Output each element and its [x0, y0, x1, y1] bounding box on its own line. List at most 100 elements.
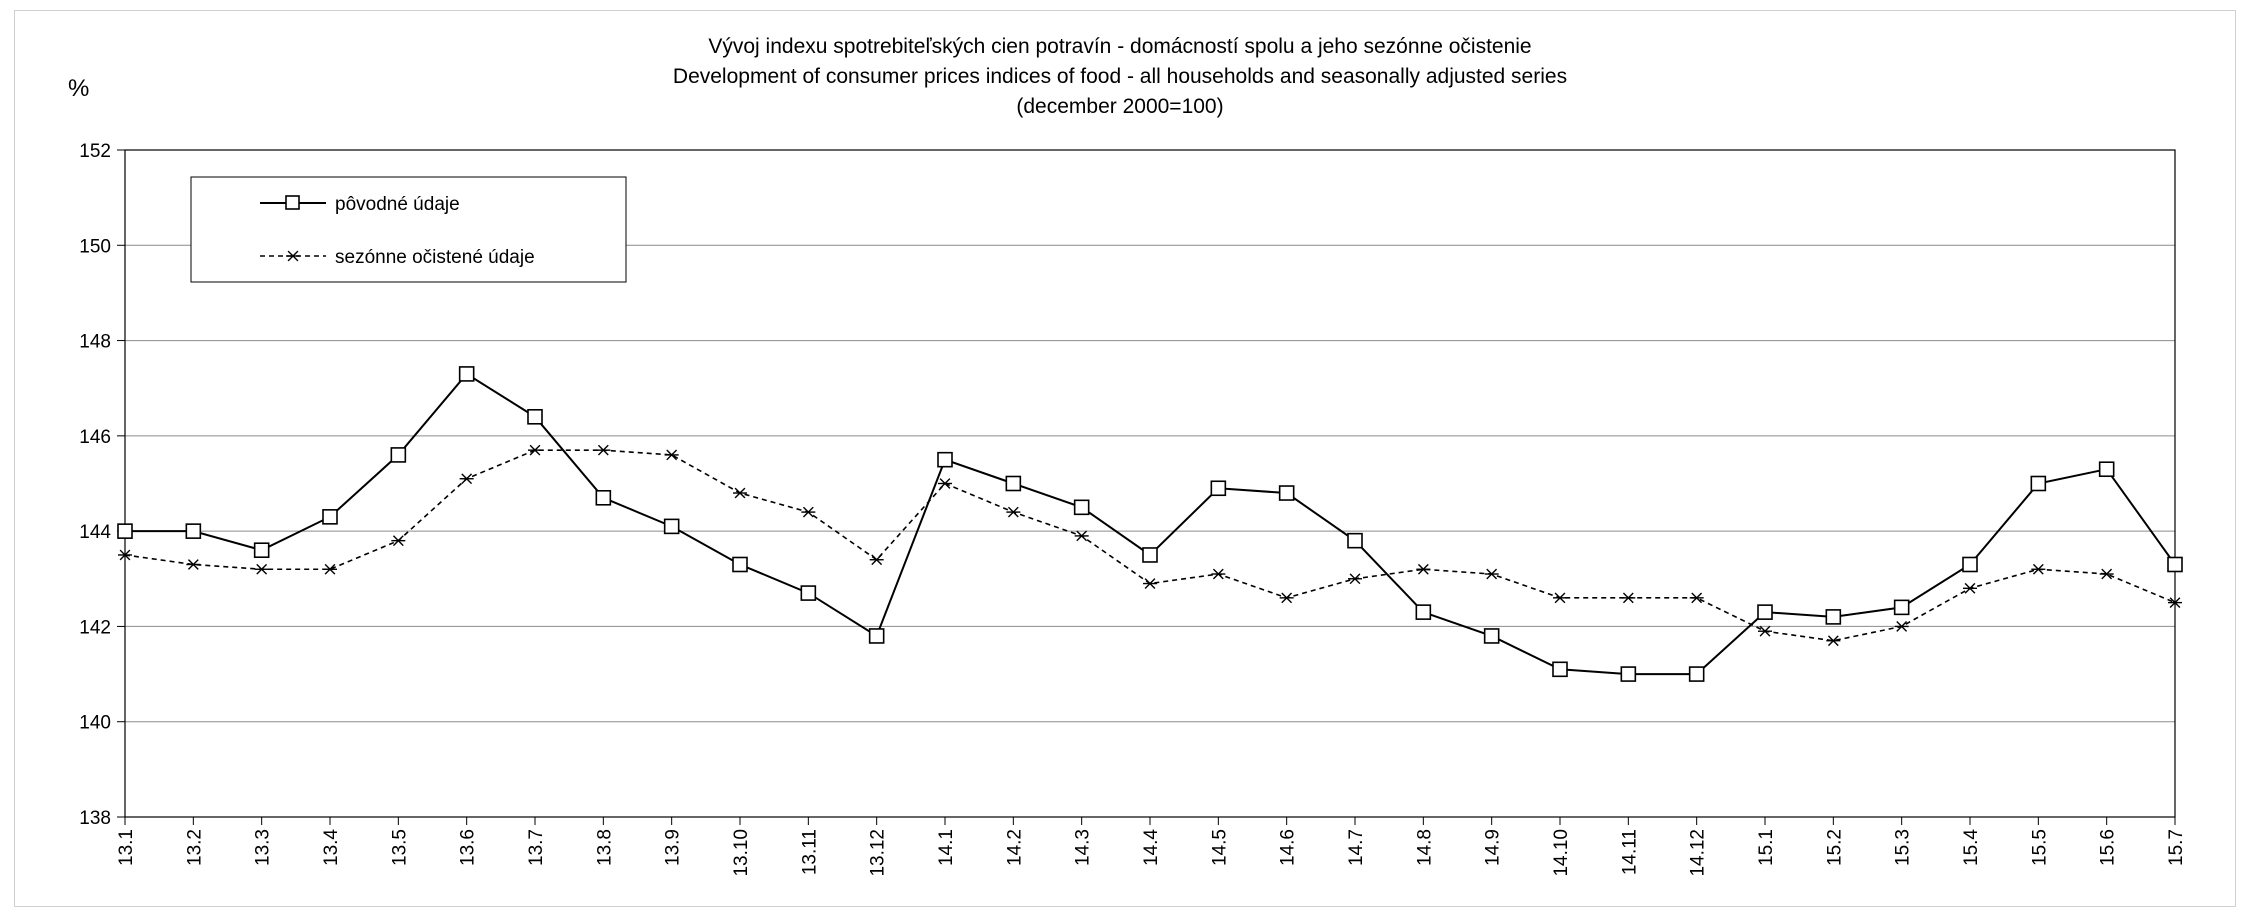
data-point-original — [1415, 604, 1432, 620]
asterisk-stroke — [1554, 592, 1566, 604]
data-point-original — [2030, 475, 2047, 492]
data-point-adjusted — [254, 563, 269, 575]
data-point-adjusted — [2031, 563, 2046, 575]
data-point-original — [868, 628, 885, 644]
x-tick-label: 14.3 — [1073, 829, 1094, 866]
x-tick-label: 14.12 — [1688, 829, 1709, 877]
y-tick-label: 148 — [79, 332, 111, 353]
x-tick-label: 13.2 — [184, 829, 205, 866]
asterisk-stroke — [287, 250, 299, 262]
asterisk-stroke — [119, 549, 131, 561]
data-point-adjusted — [459, 473, 474, 485]
data-point-original — [253, 542, 270, 559]
data-point-original — [185, 523, 202, 539]
data-point-adjusted — [2099, 568, 2114, 580]
asterisk-stroke — [1486, 568, 1498, 580]
y-tick-label: 146 — [79, 427, 111, 448]
asterisk-stroke — [324, 563, 336, 575]
x-tick-label: 13.9 — [663, 829, 684, 866]
x-tick-label: 15.2 — [1824, 829, 1845, 866]
data-point-adjusted — [869, 554, 884, 566]
asterisk-stroke — [2169, 597, 2181, 609]
x-tick-label: 14.9 — [1483, 829, 1504, 866]
y-tick-labels: 138 140 142 144 146 148 150 152 — [79, 141, 111, 829]
x-tick-label: 13.11 — [799, 829, 820, 875]
series-markers — [117, 366, 2183, 682]
data-point-original — [2167, 556, 2183, 573]
asterisk-stroke — [1417, 563, 1429, 575]
title-line-3: (december 2000=100) — [1016, 95, 1223, 118]
y-axis-label: % — [68, 75, 89, 102]
x-tick-labels: 13.1 13.2 13.3 13.4 13.5 13.6 13.7 13.8 13.9 13.1… — [116, 829, 2187, 877]
data-point-adjusted — [1279, 592, 1294, 604]
legend-label-adjusted: sezónne očistené údaje — [335, 247, 535, 268]
data-point-original — [937, 451, 953, 468]
x-tick-label: 14.4 — [1141, 829, 1162, 866]
title-line-2: Development of consumer prices indices o… — [673, 65, 1567, 88]
y-tick-label: 140 — [79, 713, 111, 734]
x-tick-label: 13.5 — [389, 829, 410, 866]
data-point-adjusted — [1894, 621, 1909, 632]
data-point-adjusted — [1826, 635, 1841, 647]
data-point-original — [1210, 480, 1227, 497]
asterisk-stroke — [1827, 635, 1839, 647]
x-tick-label: 15.6 — [2098, 829, 2119, 866]
x-tick-label: 14.5 — [1209, 829, 1230, 866]
x-tick-label: 13.8 — [594, 829, 615, 866]
data-point-original — [2098, 461, 2115, 478]
asterisk-stroke — [939, 478, 951, 489]
asterisk-stroke — [1964, 582, 1976, 594]
asterisk-stroke — [1144, 578, 1156, 589]
legend-marker-adjusted — [286, 250, 300, 262]
asterisk-stroke — [392, 535, 404, 547]
data-point-adjusted — [1416, 563, 1431, 575]
data-point-adjusted — [1553, 592, 1567, 604]
y-tick-label: 150 — [79, 236, 111, 257]
asterisk-stroke — [734, 487, 746, 499]
data-point-original — [1757, 604, 1773, 620]
series-lines — [124, 372, 2176, 676]
data-point-adjusted — [733, 487, 747, 499]
legend: pôvodné údaje sezónne očistené údaje — [190, 176, 627, 283]
x-tick-label: 13.12 — [868, 829, 889, 877]
data-point-original — [322, 509, 338, 525]
asterisk-stroke — [461, 473, 473, 485]
x-tick-label: 14.7 — [1346, 829, 1367, 866]
legend-label-original: pôvodné údaje — [335, 194, 460, 215]
asterisk-stroke — [1622, 592, 1634, 604]
asterisk-stroke — [1896, 621, 1908, 632]
data-point-original — [663, 518, 680, 535]
data-point-adjusted — [118, 549, 132, 561]
data-point-adjusted — [1758, 625, 1772, 637]
asterisk-stroke — [1212, 568, 1224, 580]
x-tick-label: 15.4 — [1961, 829, 1982, 866]
data-point-original — [1073, 499, 1090, 516]
y-tick-label: 138 — [79, 808, 111, 829]
data-point-adjusted — [323, 563, 337, 575]
asterisk-stroke — [2032, 563, 2044, 575]
data-point-adjusted — [801, 506, 816, 518]
data-point-adjusted — [938, 478, 952, 489]
data-point-original — [800, 585, 817, 601]
asterisk-stroke — [187, 559, 199, 570]
data-point-original — [390, 447, 407, 463]
y-tick-label: 152 — [79, 141, 111, 162]
x-tick-label: 14.2 — [1004, 829, 1025, 866]
asterisk-stroke — [1759, 625, 1771, 637]
data-point-adjusted — [664, 449, 679, 461]
data-point-adjusted — [1006, 506, 1021, 518]
data-point-original — [1962, 556, 1978, 573]
x-tick-label: 14.11 — [1619, 829, 1640, 875]
asterisk-stroke — [802, 506, 814, 518]
x-tick-label: 14.10 — [1551, 829, 1572, 877]
asterisk-stroke — [1007, 506, 1019, 518]
chart-title: Vývoj indexu spotrebiteľských cien potra… — [673, 35, 1567, 118]
data-point-adjusted — [391, 535, 406, 547]
x-tick-label: 13.6 — [458, 829, 479, 866]
data-point-original — [1825, 609, 1842, 625]
x-tick-label: 14.8 — [1414, 829, 1435, 866]
x-tick-label: 13.3 — [253, 829, 274, 866]
title-line-1: Vývoj indexu spotrebiteľských cien potra… — [708, 35, 1531, 58]
asterisk-stroke — [597, 444, 609, 456]
x-tick-label: 14.6 — [1278, 829, 1299, 866]
